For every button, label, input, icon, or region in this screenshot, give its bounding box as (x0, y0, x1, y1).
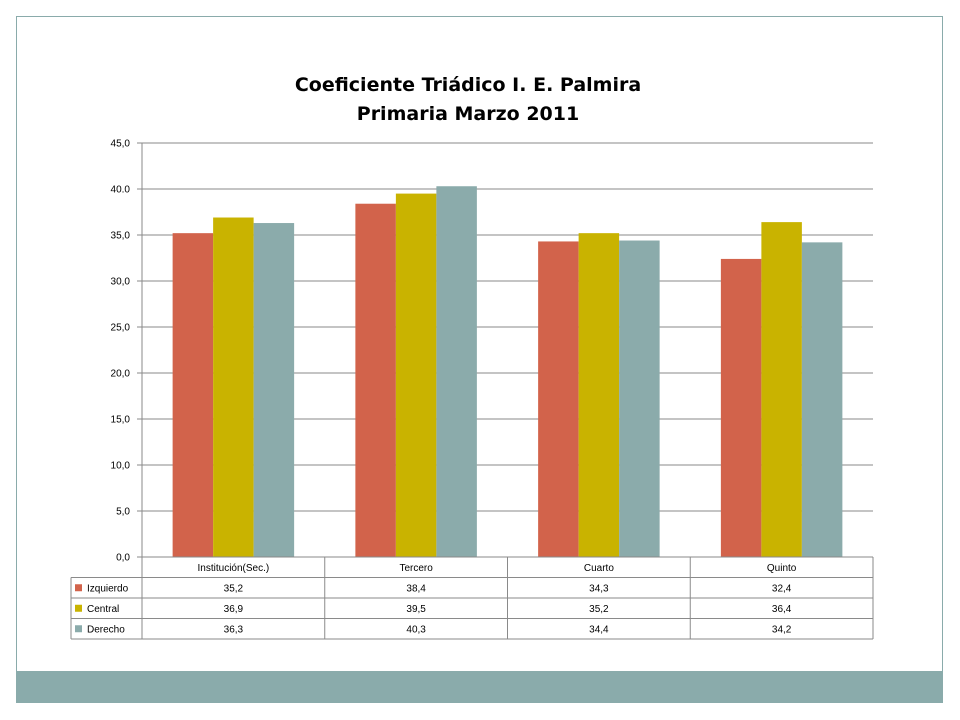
y-tick-label: 5,0 (116, 507, 130, 518)
chart-subtitle: Primaria Marzo 2011 (357, 103, 579, 125)
bar (213, 217, 254, 557)
data-label: 35,2 (589, 604, 609, 615)
bar (761, 222, 802, 557)
data-label: 36,4 (772, 604, 792, 615)
data-label: 34,3 (589, 583, 609, 594)
data-label: 36,3 (224, 624, 244, 635)
bar (619, 240, 660, 557)
bar (436, 186, 477, 558)
legend-label: Central (87, 604, 119, 615)
bar (538, 241, 579, 557)
y-tick-label: 35,0 (111, 231, 131, 242)
data-label: 32,4 (772, 583, 792, 594)
y-tick-label: 20,0 (111, 369, 131, 380)
axes: 0,0 5,0 10,0 15,0 20,0 25,0 30,0 35,0 40.0 45,0 (111, 139, 143, 564)
bars (172, 186, 843, 558)
chart-title: Coeficiente Triádico I. E. Palmira (295, 74, 641, 96)
data-label: 35,2 (224, 583, 244, 594)
legend-label: Izquierdo (87, 583, 129, 594)
data-label: 38,4 (406, 583, 426, 594)
data-label: 34,4 (589, 624, 609, 635)
y-tick-label: 25,0 (111, 323, 131, 334)
bar (172, 233, 214, 557)
legend-swatch (75, 604, 82, 612)
category-label: Cuarto (584, 563, 614, 574)
bar (801, 242, 843, 558)
y-tick-label: 15,0 (111, 415, 131, 426)
bar (395, 193, 437, 557)
data-label: 39,5 (406, 604, 426, 615)
category-label: Quinto (767, 563, 797, 574)
y-tick-label: 0,0 (116, 553, 130, 564)
legend-swatch (75, 625, 82, 633)
bar (578, 233, 620, 557)
data-label: 36,9 (224, 604, 244, 615)
data-label: 34,2 (772, 624, 792, 635)
legend-swatch (75, 584, 82, 592)
data-label: 40,3 (406, 624, 426, 635)
bar (720, 258, 762, 557)
y-tick-label: 40.0 (111, 185, 131, 196)
bar (355, 203, 396, 557)
data-table: Institución(Sec.) Tercero Cuarto Quinto Izqu… (70, 556, 874, 640)
legend-label: Derecho (87, 624, 125, 635)
y-tick-label: 45,0 (111, 139, 131, 150)
category-label: Institución(Sec.) (198, 563, 270, 574)
bar (253, 223, 295, 558)
y-tick-label: 30,0 (111, 277, 131, 288)
category-label: Tercero (399, 563, 433, 574)
y-tick-label: 10,0 (111, 461, 131, 472)
footer-band (16, 671, 943, 703)
